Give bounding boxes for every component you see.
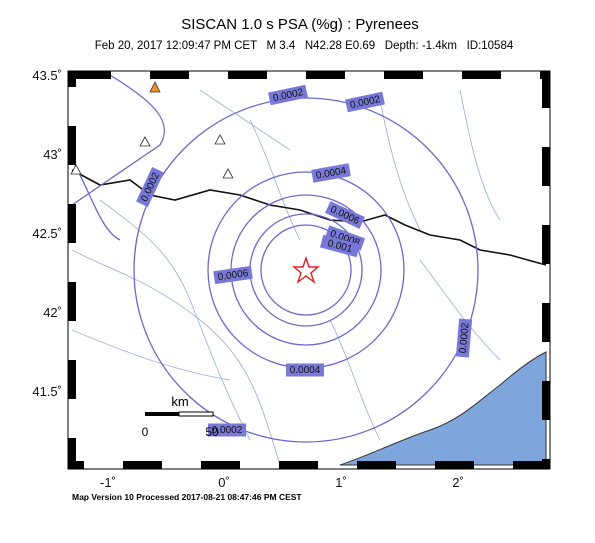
sea	[339, 351, 547, 466]
epicenter	[292, 255, 320, 284]
contour-label-box	[268, 84, 308, 106]
y-axis-label: 42˚	[43, 305, 62, 320]
contour-label-box	[311, 163, 351, 183]
contour-label-text: 0.0004	[290, 365, 321, 376]
station	[149, 81, 161, 93]
y-axis-label: 41.5˚	[32, 384, 62, 399]
contour-label-text: 0.0006	[217, 268, 249, 283]
map-title: SISCAN 1.0 s PSA (%g) : Pyrenees	[181, 16, 419, 33]
contour-label-text: 0.0004	[315, 165, 347, 181]
station	[139, 136, 151, 147]
scale-end: 50	[205, 425, 219, 439]
contour-label-text: 0.0002	[212, 425, 243, 436]
frame	[68, 71, 550, 469]
contour-label-box	[213, 265, 253, 285]
contour-label: 0.0004	[311, 163, 351, 183]
contour-label: 0.0002	[455, 318, 473, 358]
scale-start: 0	[142, 425, 149, 439]
footer: Map Version 10 Processed 2017-08-21 08:4…	[72, 492, 302, 502]
contours	[71, 74, 479, 443]
contour-label-box	[136, 167, 164, 207]
contour-label: 0.0002	[208, 423, 246, 437]
contour-label: 0.0004	[286, 363, 324, 377]
contour-label-box	[319, 234, 361, 258]
y-axis-label: 43˚	[43, 147, 62, 162]
contour-label-box	[325, 201, 365, 229]
x-axis-label: 2˚	[452, 475, 464, 490]
rivers	[71, 89, 501, 466]
station	[222, 168, 234, 179]
x-axis-label: 1˚	[335, 475, 347, 490]
frame-outline	[67, 70, 551, 470]
scale-bar: km 0 50	[142, 394, 219, 439]
contour-label: 0.0006	[213, 265, 253, 285]
contour-label-box	[286, 363, 324, 377]
map-subtitle: Feb 20, 2017 12:09:47 PM CET M 3.4 N42.2…	[95, 40, 514, 52]
x-axis-label: 0˚	[218, 475, 230, 490]
x-axis-label: -1˚	[100, 475, 116, 490]
contour-label-text: 0.0002	[458, 322, 472, 354]
contour-label-box	[208, 423, 246, 437]
station	[214, 134, 226, 145]
contour-label-box	[345, 91, 385, 113]
station	[70, 164, 82, 175]
contour-label-box	[455, 318, 473, 358]
y-axis-label: 42.5˚	[32, 226, 62, 241]
scale-unit: km	[171, 394, 188, 409]
map-area: 0.0002 0.00020.00020.00020.00020.00040.00…	[67, 70, 551, 470]
y-axis-label: 43.5˚	[32, 68, 62, 83]
